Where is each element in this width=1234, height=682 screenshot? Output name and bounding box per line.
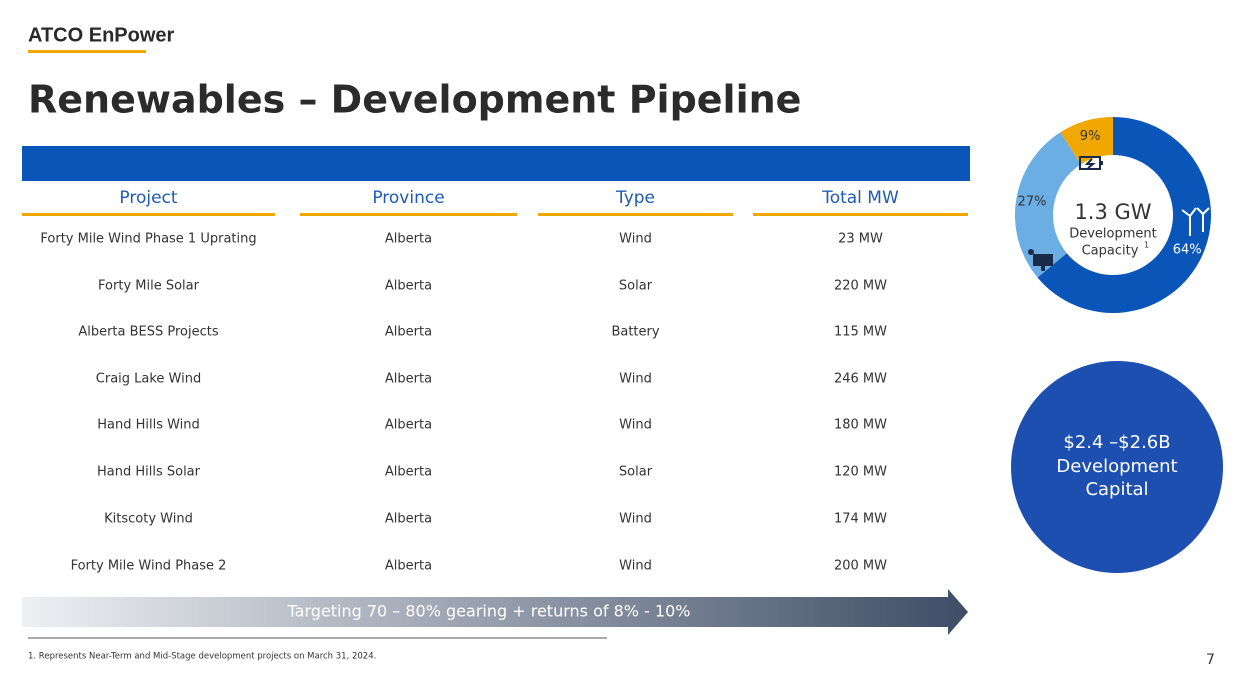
center-label: Development <box>1069 227 1157 242</box>
table-cell: Wind <box>619 559 652 574</box>
solar-icon <box>1028 249 1053 271</box>
brand-underline <box>28 50 146 53</box>
column-header: Province <box>372 188 444 208</box>
column-header: Total MW <box>821 188 899 208</box>
footnote: 1. Represents Near-Term and Mid-Stage de… <box>28 652 376 662</box>
table-cell: Forty Mile Wind Phase 1 Uprating <box>40 232 256 247</box>
table-cell: Alberta <box>385 325 432 340</box>
table-cell: Alberta <box>385 465 432 480</box>
table-cell: 174 MW <box>834 512 887 527</box>
table-cell: 115 MW <box>834 325 887 340</box>
table-header-bar <box>22 146 970 181</box>
slice-label: 64% <box>1173 242 1202 257</box>
table-cell: Craig Lake Wind <box>96 372 201 387</box>
table-cell: Forty Mile Wind Phase 2 <box>71 559 227 574</box>
icons <box>1028 156 1210 271</box>
table-cell: 120 MW <box>834 465 887 480</box>
table-cell: Alberta <box>385 559 432 574</box>
table-cell: 220 MW <box>834 279 887 294</box>
table-cell: Forty Mile Solar <box>98 279 200 294</box>
donut-slice <box>1015 132 1081 278</box>
center-note: 1 <box>1144 241 1149 250</box>
page-number: 7 <box>1206 652 1215 668</box>
table-cell: Battery <box>611 325 659 340</box>
column-underline <box>538 213 733 216</box>
capital-text: Development <box>1056 456 1177 477</box>
table-cell: Solar <box>619 279 653 294</box>
table-cell: Kitscoty Wind <box>104 512 193 527</box>
center-label: Capacity <box>1082 244 1139 259</box>
table-cell: Hand Hills Solar <box>97 465 201 480</box>
slice-label: 9% <box>1080 129 1101 144</box>
table-cell: 246 MW <box>834 372 887 387</box>
table-cell: Solar <box>619 465 653 480</box>
title: Renewables – Development Pipeline <box>28 78 801 122</box>
capital-text: $2.4 –$2.6B <box>1063 432 1170 453</box>
donut-slice <box>1037 117 1211 313</box>
table-cell: Wind <box>619 512 652 527</box>
banner-arrow <box>22 589 968 635</box>
column-header: Type <box>615 188 655 208</box>
table-cell: Wind <box>619 232 652 247</box>
column-underline <box>753 213 968 216</box>
brand: ATCO EnPower <box>28 24 175 46</box>
table-cell: Hand Hills Wind <box>97 418 200 433</box>
column-underline <box>300 213 517 216</box>
donut-slice <box>1060 117 1113 165</box>
slice-label: 27% <box>1018 195 1047 210</box>
table-cell: 180 MW <box>834 418 887 433</box>
capital-circle <box>1011 361 1223 573</box>
capital-text: Capital <box>1085 479 1148 500</box>
banner-text: Targeting 70 – 80% gearing + returns of … <box>287 602 691 621</box>
table-cell: Alberta <box>385 279 432 294</box>
wind-icon <box>1181 207 1210 236</box>
table-cell: Alberta <box>385 232 432 247</box>
table-cell: Wind <box>619 418 652 433</box>
table-cell: 23 MW <box>838 232 883 247</box>
table-cell: Alberta <box>385 372 432 387</box>
center-value: 1.3 GW <box>1074 200 1151 224</box>
battery-icon <box>1079 156 1103 170</box>
column-underline <box>22 213 275 216</box>
table-cell: Alberta BESS Projects <box>78 325 219 340</box>
table-cell: Alberta <box>385 418 432 433</box>
column-header: Project <box>119 188 177 208</box>
table-cell: Alberta <box>385 512 432 527</box>
table-cell: Wind <box>619 372 652 387</box>
table-cell: 200 MW <box>834 559 887 574</box>
